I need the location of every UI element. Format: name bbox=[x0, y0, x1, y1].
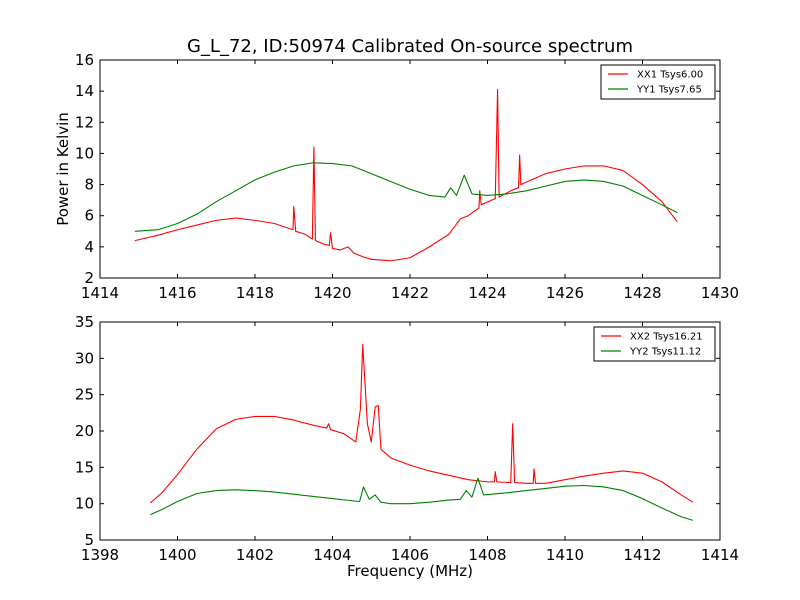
x-tick-label: 1418 bbox=[236, 284, 274, 302]
y-tick-label: 6 bbox=[84, 207, 94, 225]
x-tick-label: 1412 bbox=[623, 546, 661, 564]
legend-label: YY2 Tsys11.12 bbox=[629, 347, 701, 358]
y-tick-label: 14 bbox=[75, 82, 94, 100]
legend-1: XX1 Tsys6.00 YY1 Tsys7.65 bbox=[600, 64, 716, 100]
y-tick-label: 2 bbox=[84, 269, 94, 287]
x-tick-label: 1400 bbox=[158, 546, 196, 564]
y-tick-label: 35 bbox=[75, 313, 94, 331]
x-axis-label: Frequency (MHz) bbox=[347, 562, 473, 580]
y-tick-label: 4 bbox=[84, 238, 94, 256]
legend-label: XX2 Tsys16.21 bbox=[630, 332, 703, 343]
y-tick-label: 30 bbox=[75, 349, 94, 367]
y-tick-label: 20 bbox=[75, 422, 94, 440]
legend-label: YY1 Tsys7.65 bbox=[636, 85, 702, 96]
y-tick-label: 15 bbox=[75, 458, 94, 476]
legend-label: XX1 Tsys6.00 bbox=[637, 70, 703, 81]
y-tick-label: 10 bbox=[75, 495, 94, 513]
x-tick-label: 1428 bbox=[623, 284, 661, 302]
chart-title: G_L_72, ID:50974 Calibrated On-source sp… bbox=[187, 36, 633, 57]
plot-1: 1414 1416 1418 1420 1422 1424 1426 1428 14302468… bbox=[54, 51, 739, 302]
y-tick-label: 25 bbox=[75, 386, 94, 404]
y-tick-label: 5 bbox=[84, 531, 94, 549]
x-tick-label: 1426 bbox=[546, 284, 584, 302]
x-tick-label: 1408 bbox=[468, 546, 506, 564]
y-axis-label: Power in Kelvin bbox=[54, 112, 72, 226]
x-tick-label: 1398 bbox=[81, 546, 119, 564]
y-tick-label: 16 bbox=[75, 51, 94, 69]
y-tick-label: 8 bbox=[84, 176, 94, 194]
series-line-1-1 bbox=[134, 89, 678, 262]
series-line-1-2 bbox=[134, 162, 678, 232]
x-tick-label: 1430 bbox=[701, 284, 739, 302]
series-line-2-1 bbox=[150, 343, 694, 504]
x-tick-label: 1404 bbox=[313, 546, 351, 564]
plot-2: 1398 1400 1402 1404 1406 1408 1410 1412 1414 5 10 1… bbox=[75, 313, 739, 580]
series-line-2-2 bbox=[150, 477, 694, 521]
y-tick-label: 12 bbox=[75, 113, 94, 131]
x-tick-label: 1406 bbox=[391, 546, 429, 564]
x-tick-label: 1402 bbox=[236, 546, 274, 564]
x-tick-label: 1422 bbox=[391, 284, 429, 302]
x-tick-label: 1414 bbox=[81, 284, 119, 302]
x-tick-label: 1416 bbox=[158, 284, 196, 302]
y-tick-label: 10 bbox=[75, 144, 94, 162]
legend-2: XX2 Tsys16.21 YY2 Tsys11.12 bbox=[593, 326, 716, 362]
x-tick-label: 1414 bbox=[701, 546, 739, 564]
legend-box bbox=[600, 64, 716, 100]
legend-box bbox=[593, 326, 716, 362]
x-tick-label: 1410 bbox=[546, 546, 584, 564]
x-tick-label: 1424 bbox=[468, 284, 506, 302]
x-tick-label: 1420 bbox=[313, 284, 351, 302]
